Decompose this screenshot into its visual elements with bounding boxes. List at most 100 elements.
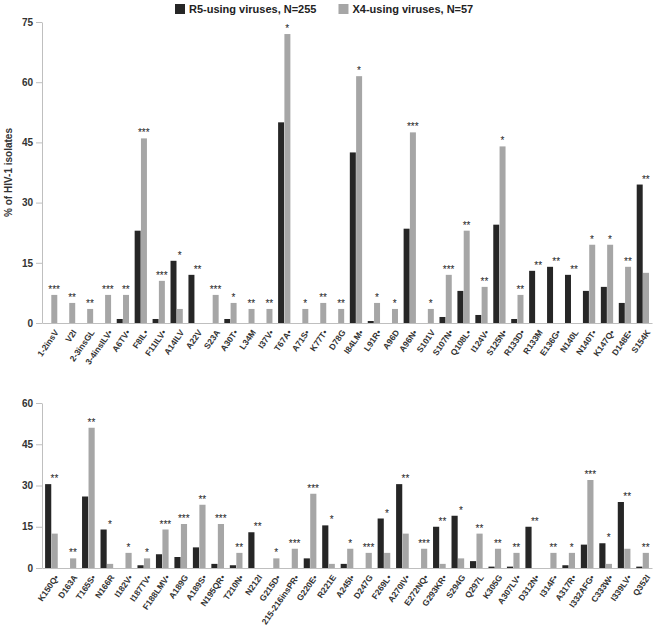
y-tick: 75 [22,17,42,28]
annotation: ** [475,523,483,534]
x-tick-label: N166R [93,573,116,600]
x-tick-label: K150Q• [36,573,61,603]
y-axis: 01530456075 [22,17,43,329]
bar [63,323,69,324]
annotation: *** [48,284,60,295]
bar [82,497,88,569]
x-tick: A22V [184,323,205,351]
bar [433,527,439,568]
bar [356,76,362,323]
y-tick: 0 [27,318,42,329]
annotation: ** [235,542,243,553]
bar [359,568,365,569]
y-tick: 30 [22,480,42,491]
x-tick: L34M [237,323,258,351]
x-tick-label: I339LV• [608,573,633,603]
legend-label: R5-using viruses, N=255 [189,3,316,15]
annotation: ** [549,542,557,553]
bar [199,505,205,568]
bar [550,553,556,568]
annotation: *** [138,127,150,138]
bar [392,309,398,323]
x-tick-label: I332AFG• [567,573,597,609]
annotations: ****************************************… [51,417,650,559]
bar [421,549,427,568]
bar [81,323,87,324]
x-tick-label: E136G• [538,328,563,358]
x-tick-label: A22V [184,328,205,351]
bar [260,323,266,324]
annotation: *** [407,121,419,132]
annotation: ** [570,264,578,275]
bar [171,261,177,323]
bar [193,547,199,568]
bar [415,568,421,569]
annotation: ** [516,284,524,295]
x-tick-label: A307LV• [495,573,522,606]
bar [181,524,187,568]
bar [488,567,494,568]
bar [569,553,575,568]
bar [236,553,242,568]
bar [231,303,237,323]
y-tick-label: 0 [27,563,33,574]
bar [242,323,248,324]
y-tick-label: 75 [22,17,34,28]
bar [266,309,272,323]
y-tick-mark [36,568,42,569]
annotation: * [126,542,130,553]
y-tick-label: 45 [22,439,34,450]
annotation: ** [642,174,650,185]
annotation: ** [534,260,542,271]
annotation: * [303,298,307,309]
annotation: * [375,292,379,303]
bar [249,309,255,323]
bar [206,323,212,324]
y-tick-mark [36,444,42,445]
annotation: * [429,298,433,309]
x-tick: K150Q• [36,568,61,603]
bar [153,319,159,323]
annotation: ** [439,516,447,527]
x-tick: D148E• [610,323,635,357]
bar [495,549,501,568]
bar [446,275,452,323]
x-tick-label: R133D• [502,328,527,358]
bar [636,567,642,568]
bar [45,484,51,568]
y-tick-mark [36,22,42,23]
y-tick-label: 15 [22,521,34,532]
y-tick-mark [36,263,42,264]
bar [341,564,347,568]
bar [105,295,111,323]
x-tick: A30T• [218,323,240,353]
y-tick-label: 60 [22,77,34,88]
bar [404,229,410,323]
annotation: *** [418,538,430,549]
bar [374,303,380,323]
bar [625,267,631,323]
x-tick-label: 1-2insV [35,328,61,359]
annotation: * [590,234,594,245]
bar [89,428,95,568]
bar [296,323,302,324]
bar [624,549,630,568]
bar [70,558,76,568]
bar [525,527,531,568]
x-axis: 1-2insVV2I2-3insGL3-4insILV•A6TV•F8IL•F1… [35,323,653,366]
bar [439,317,445,323]
x-tick: N166R [93,568,116,600]
x-tick: N195QR• [198,568,227,608]
annotation: *** [210,284,222,295]
bar [368,321,374,323]
annotation: ** [512,542,520,553]
annotation: * [145,547,149,558]
bars [51,34,649,323]
legend: R5-using viruses, N=255X4-using viruses,… [175,3,473,15]
annotations: ****************************************… [48,23,650,309]
annotation: ** [69,547,77,558]
x-tick-label: L91R• [362,328,384,353]
bar [553,323,559,324]
x-tick: A6TV• [110,323,132,354]
bar [224,319,230,323]
